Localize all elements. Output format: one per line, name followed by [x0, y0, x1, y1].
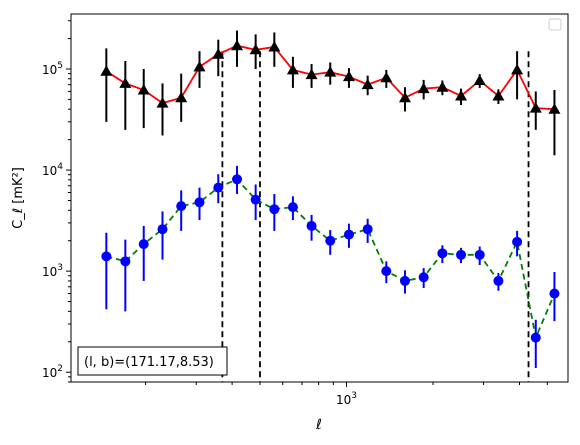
series-1-point-6 [213, 182, 224, 193]
plot-frame [70, 13, 569, 383]
series-1-point-24 [549, 288, 560, 299]
series-1-point-10 [287, 202, 298, 213]
series-0-point-19 [455, 90, 468, 101]
series-0-point-1 [119, 77, 132, 88]
series-0-point-24 [548, 103, 561, 114]
series-0-point-17 [417, 82, 430, 94]
y-tick-label-3: 105 [42, 61, 63, 77]
series-0-point-22 [511, 63, 524, 75]
y-tick-label-exponent: 4 [57, 162, 63, 172]
series-1-point-1 [120, 256, 131, 267]
series-0-point-18 [436, 81, 449, 92]
series-1-point-5 [194, 197, 205, 208]
series-1-point-0 [101, 251, 112, 262]
y-tick-label-base: 10 [42, 366, 57, 380]
series-0-point-4 [175, 91, 188, 103]
series-0-point-0 [100, 65, 113, 76]
series-1-point-3 [157, 224, 168, 235]
series-0-point-14 [361, 78, 374, 90]
series-1-point-2 [138, 239, 149, 250]
x-axis-label: ℓ [315, 417, 322, 433]
y-tick-label-0: 102 [42, 364, 63, 380]
series-1-point-23 [530, 332, 541, 343]
y-axis-label: C_ℓ [mK²] [11, 167, 26, 229]
series-1-point-12 [325, 235, 336, 246]
series-0-point-13 [342, 70, 355, 82]
x-tick-label-exponent: 3 [351, 391, 357, 401]
series-1-point-16 [399, 275, 410, 286]
series-0-point-5 [193, 60, 206, 72]
legend-box [548, 18, 562, 31]
series-0-point-7 [231, 39, 244, 51]
y-tick-label-base: 10 [42, 164, 57, 178]
series-1-point-19 [456, 249, 467, 260]
y-tick-label-base: 10 [42, 265, 57, 279]
annotation: (l, b)=(171.17,8.53) [77, 346, 228, 376]
series-1-point-15 [381, 266, 392, 277]
y-tick-label-base: 10 [42, 63, 57, 77]
series-0-point-21 [492, 90, 505, 101]
series-0-point-10 [286, 63, 299, 75]
x-tick-label-0: 103 [336, 391, 357, 407]
series-1-point-4 [176, 201, 187, 212]
series-0-point-20 [473, 74, 486, 85]
series-0-point-11 [305, 68, 318, 80]
series-0-point-3 [156, 97, 169, 108]
y-tick-label-1: 103 [42, 263, 63, 279]
series-0-point-2 [137, 83, 150, 95]
series-1-fit-line [106, 178, 556, 341]
series-0-point-8 [249, 43, 262, 55]
y-tick-label-2: 104 [42, 162, 63, 178]
annotation-box [77, 346, 228, 376]
series-0-point-15 [380, 71, 393, 83]
series-1-point-17 [418, 272, 429, 283]
y-tick-label-exponent: 3 [57, 263, 63, 273]
series-0-point-6 [212, 48, 225, 59]
series-1-point-18 [437, 248, 448, 259]
y-tick-label-exponent: 5 [57, 61, 63, 71]
series-1-point-22 [512, 236, 523, 247]
series-0-point-23 [529, 102, 542, 113]
y-tick-label-exponent: 2 [57, 364, 63, 374]
series-1-point-9 [269, 204, 280, 215]
annotation-text: (l, b)=(171.17,8.53) [84, 355, 214, 370]
series-1-point-8 [250, 194, 261, 205]
x-tick-label-base: 10 [336, 393, 351, 407]
series-1-point-13 [343, 229, 354, 240]
series-1-point-21 [493, 275, 504, 286]
series-1-point-7 [232, 174, 243, 185]
series-0-point-12 [324, 66, 337, 77]
series-1-point-11 [306, 220, 317, 231]
series-1-point-20 [474, 249, 485, 260]
series-0-point-16 [398, 91, 411, 103]
series-0-point-9 [268, 41, 281, 52]
series-1-point-14 [362, 224, 373, 235]
